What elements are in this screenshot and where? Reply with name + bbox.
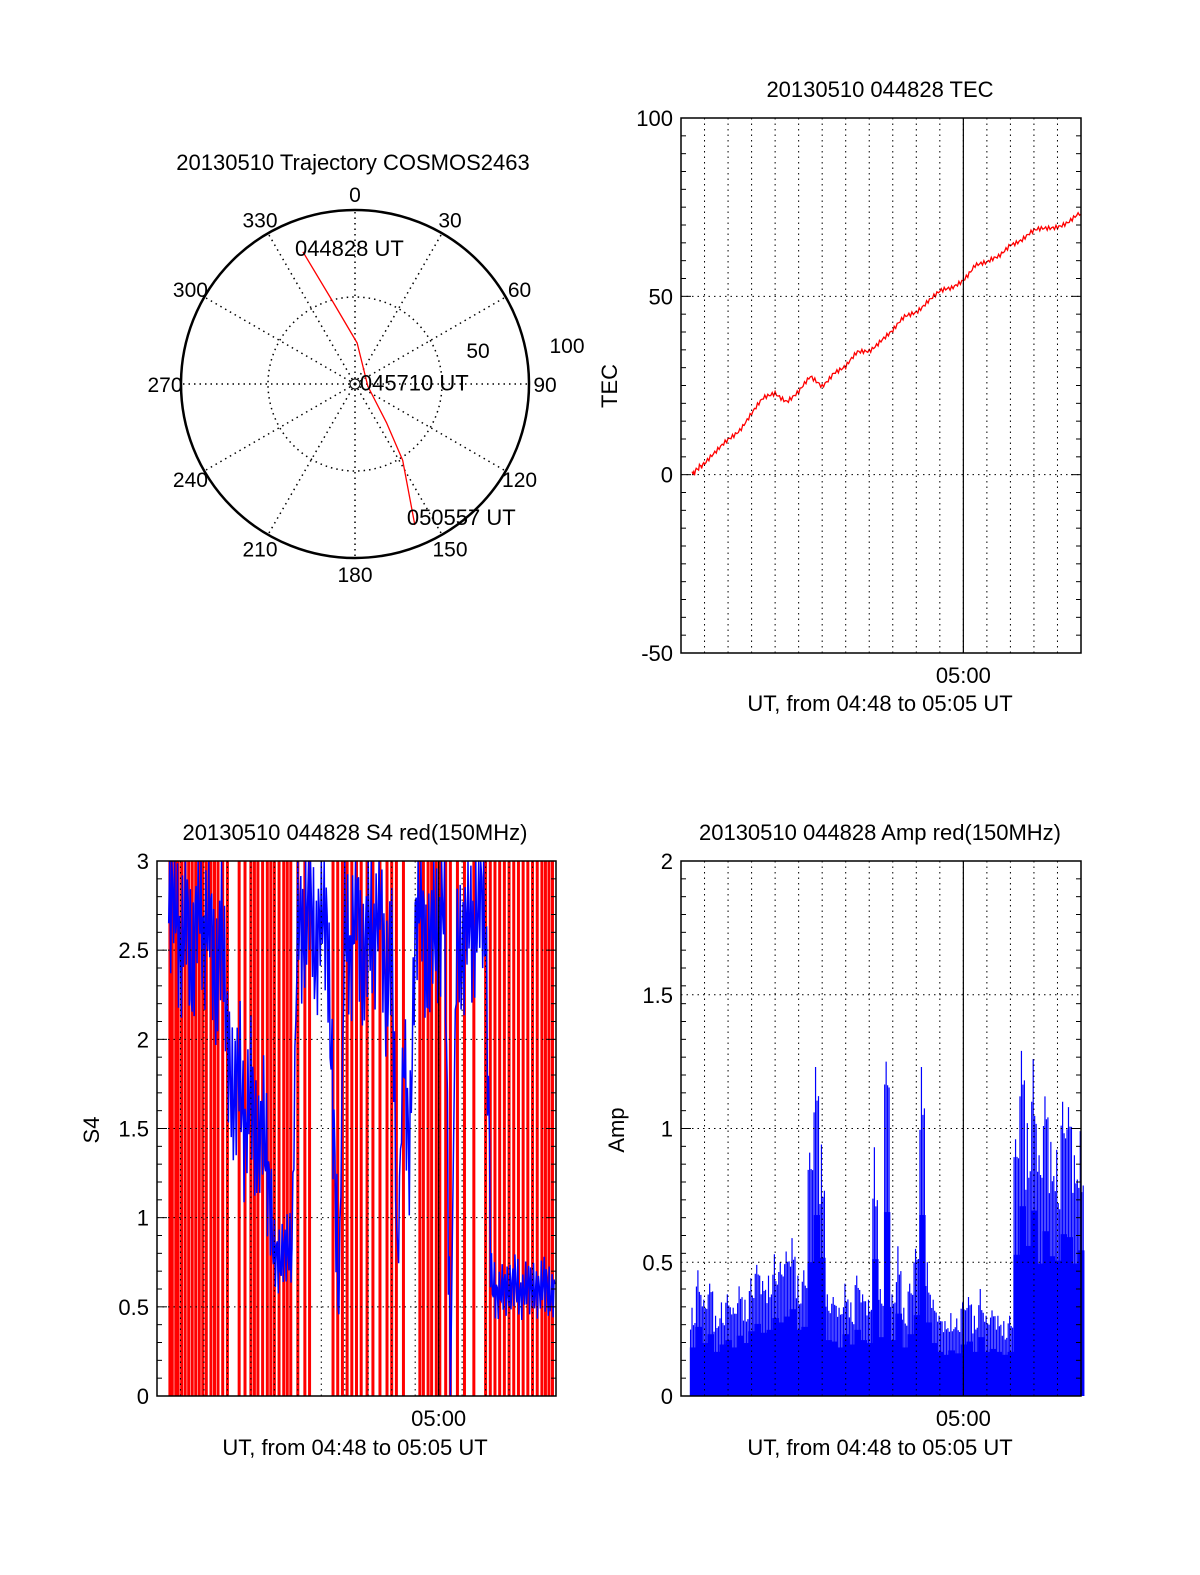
s4-title: 20130510 044828 S4 red(150MHz) — [183, 820, 528, 845]
polar-angle-label: 270 — [147, 374, 182, 397]
tec-plot: 20130510 044828 TEC UT, from 04:48 to 05… — [597, 77, 1082, 716]
polar-spoke — [203, 383, 356, 472]
polar-angle-label: 210 — [242, 539, 277, 562]
tec-ytick-label: 100 — [636, 106, 673, 131]
tec-axes-frame — [680, 117, 1082, 654]
amp-ytick-label: 0 — [661, 1384, 673, 1409]
polar-angle-labels: 0 30 60 90 120 150 180 210 240 270 300 330 50 100 — [147, 184, 584, 587]
tec-title: 20130510 044828 TEC — [766, 77, 993, 102]
amp-axes-frame — [680, 860, 1082, 1397]
s4-ytick-label: 2 — [137, 1027, 149, 1052]
s4-axes-frame — [156, 860, 557, 1397]
polar-angle-label: 300 — [173, 279, 208, 302]
s4-ylabel: S4 — [79, 1117, 104, 1144]
s4-xtick-label: 05:00 — [411, 1406, 466, 1431]
amp-ylabel: Amp — [604, 1107, 629, 1152]
tec-data — [691, 211, 1082, 476]
polar-radial-label: 50 — [466, 340, 489, 363]
polar-trajectory: 044828 UT 045710 UT 050557 UT — [295, 236, 516, 530]
s4-ytick-label: 3 — [137, 849, 149, 874]
polar-spoke — [354, 232, 443, 385]
tec-ytick-label: 0 — [661, 463, 673, 488]
polar-spoke — [354, 296, 507, 385]
tec-ytick-label: 50 — [649, 284, 673, 309]
polar-angle-label: 120 — [502, 469, 537, 492]
trajectory-line — [302, 251, 416, 526]
amp-xtick-label: 05:00 — [936, 1406, 991, 1431]
amp-ytick-label: 1 — [661, 1117, 673, 1142]
amp-ytick-label: 1.5 — [642, 983, 673, 1008]
s4-ytick-label: 1 — [137, 1206, 149, 1231]
polar-radial-label: 100 — [549, 335, 584, 358]
polar-spoke — [203, 296, 356, 385]
polar-spoke — [267, 383, 356, 536]
amp-title: 20130510 044828 Amp red(150MHz) — [699, 820, 1061, 845]
trajectory-time-label: 050557 UT — [407, 505, 516, 530]
trajectory-time-label: 044828 UT — [295, 236, 404, 261]
tec-line — [691, 211, 1082, 476]
polar-angle-label: 330 — [242, 209, 277, 232]
polar-spoke — [267, 232, 356, 385]
amp-ytick-label: 0.5 — [642, 1250, 673, 1275]
amp-ytick-label: 2 — [661, 849, 673, 874]
s4-blue-line — [167, 860, 556, 1397]
polar-spoke — [354, 383, 443, 536]
polar-angle-label: 30 — [438, 209, 461, 232]
s4-ytick-label: 0 — [137, 1384, 149, 1409]
amp-data — [689, 1050, 1085, 1396]
polar-title: 20130510 Trajectory COSMOS2463 — [176, 150, 529, 175]
tec-xlabel: UT, from 04:48 to 05:05 UT — [747, 691, 1012, 716]
polar-angle-label: 0 — [349, 184, 361, 207]
tec-xtick-label: 05:00 — [936, 663, 991, 688]
s4-ytick-label: 1.5 — [118, 1117, 149, 1142]
s4-plot: 20130510 044828 S4 red(150MHz) UT, from … — [79, 820, 557, 1460]
tec-ytick-label: -50 — [641, 641, 673, 666]
polar-angle-label: 180 — [337, 564, 372, 587]
amp-plot: 20130510 044828 Amp red(150MHz) UT, from… — [604, 820, 1085, 1460]
trajectory-time-label: 045710 UT — [360, 370, 469, 395]
trajectory-polar-plot: 20130510 Trajectory COSMOS2463 0 30 60 90 12… — [147, 150, 584, 587]
s4-ytick-label: 2.5 — [118, 938, 149, 963]
amp-xlabel: UT, from 04:48 to 05:05 UT — [747, 1435, 1012, 1460]
polar-outer-circle — [179, 208, 531, 560]
s4-ytick-label: 0.5 — [118, 1295, 149, 1320]
tec-ylabel: TEC — [597, 364, 622, 408]
polar-angle-label: 90 — [533, 374, 556, 397]
s4-xlabel: UT, from 04:48 to 05:05 UT — [222, 1435, 487, 1460]
polar-ring-50 — [267, 296, 443, 472]
polar-grid — [179, 208, 531, 560]
polar-angle-label: 150 — [432, 539, 467, 562]
polar-spoke — [354, 383, 507, 472]
polar-angle-label: 240 — [173, 469, 208, 492]
polar-center-mark — [349, 378, 361, 390]
polar-angle-label: 60 — [508, 279, 531, 302]
